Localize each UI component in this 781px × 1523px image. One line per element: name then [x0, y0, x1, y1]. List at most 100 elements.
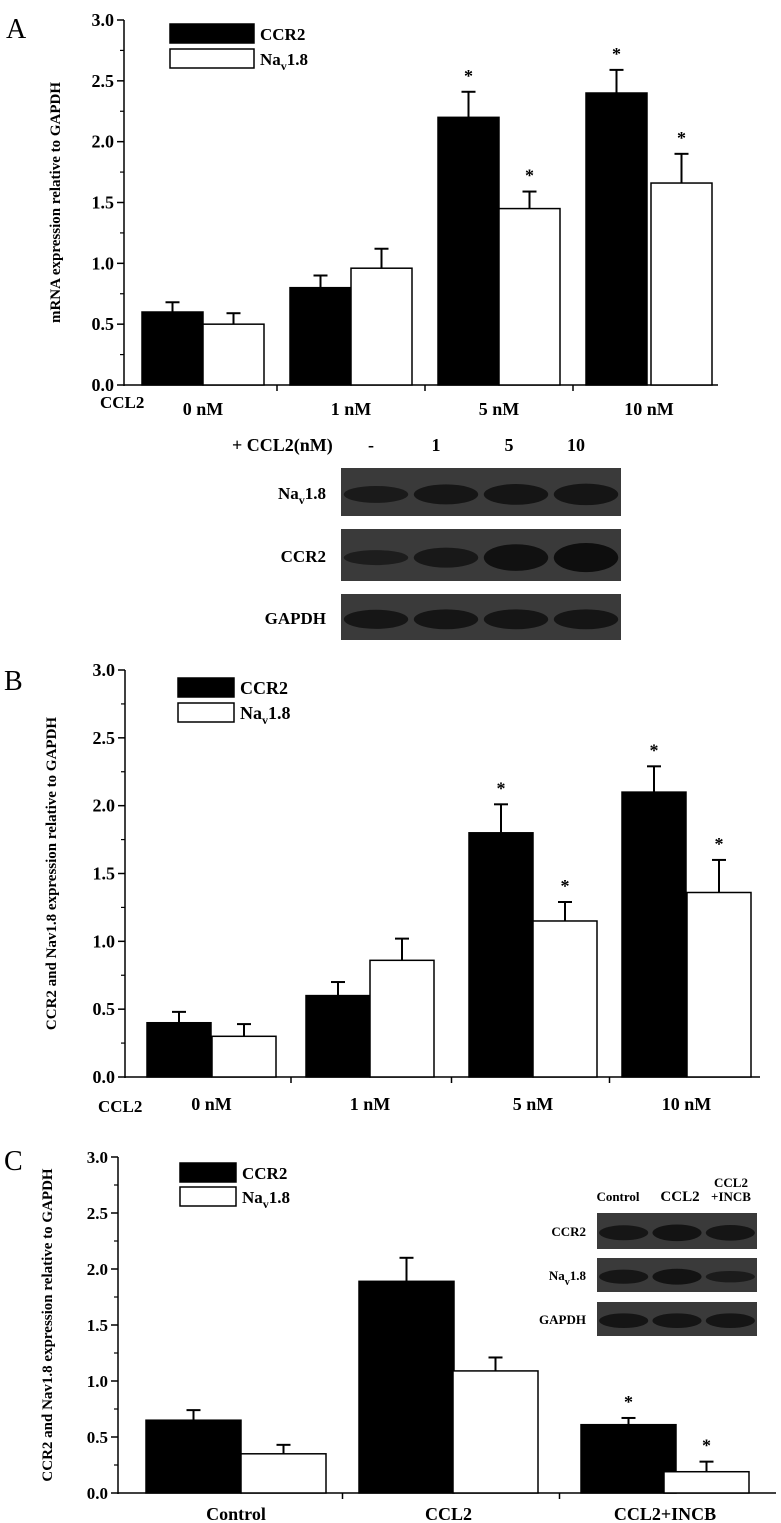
bar-nav18	[350, 267, 413, 386]
y-tick-label: 0.0	[87, 1484, 108, 1503]
blot-a-row-2-band	[413, 609, 479, 630]
panel-b: B 0.0 0.5 1.0 1.5 2.0 2.5 3.0 CCR2 and Nav1.8 ex…	[4, 660, 760, 1116]
blot-lane-label: -	[368, 435, 374, 455]
bar-ccr2	[289, 286, 352, 386]
blot-lane-label: 10	[567, 435, 585, 455]
panel-letter: C	[4, 1146, 23, 1177]
y-tick-label: 0.0	[92, 375, 115, 395]
y-tick-label: 2.5	[92, 71, 115, 91]
bar-ccr2	[437, 116, 500, 386]
blot-lane-label: CCL2 +INCB	[711, 1175, 751, 1204]
legend-swatch-ccr2	[177, 677, 235, 698]
bar-nav18	[663, 1470, 750, 1494]
y-tick-label: 2.5	[93, 728, 116, 748]
bar-nav18	[686, 891, 752, 1078]
blot-row-label: CCR2	[281, 547, 326, 566]
x-category-label: 10 nM	[624, 399, 674, 419]
x-row-label: CCL2	[100, 393, 144, 412]
bar-ccr2	[146, 1021, 212, 1078]
blot-c-row-1-band	[652, 1268, 702, 1285]
x-category-label: 0 nM	[191, 1094, 232, 1114]
blot-c-row-1-band	[705, 1270, 755, 1283]
significance-star: *	[702, 1436, 711, 1456]
y-tick-label: 1.5	[93, 864, 116, 884]
bar-nav18	[498, 207, 561, 386]
legend-swatch-nav18	[179, 1186, 237, 1207]
blot-lane-label: CCL2	[660, 1189, 699, 1205]
x-category-label: 5 nM	[513, 1094, 554, 1114]
blot-lane-label: 5	[505, 435, 514, 455]
x-category-label: 1 nM	[350, 1094, 391, 1114]
legend-label-nav18: Nav1.8	[260, 50, 308, 73]
panel-c: C 0.0 0.5 1.0 1.5 2.0 2.5 3.0 CCR2 and Nav1.8 ex…	[4, 1146, 776, 1523]
y-tick-label: 1.5	[87, 1316, 108, 1335]
y-tick-label: 1.0	[87, 1372, 108, 1391]
y-tick-label: 0.5	[92, 314, 115, 334]
significance-star: *	[624, 1392, 633, 1412]
blot-a-row-1-band	[553, 543, 619, 573]
legend-swatch-ccr2	[169, 23, 255, 44]
blot-c-row-1-band	[599, 1269, 649, 1284]
blot-c-row-2-band	[652, 1313, 702, 1329]
blot-c-row-2-band	[599, 1313, 649, 1329]
y-axis-label: CCR2 and Nav1.8 expression relative to G…	[40, 1168, 56, 1482]
significance-star: *	[677, 128, 686, 148]
y-tick-label: 3.0	[87, 1148, 108, 1167]
significance-star: *	[715, 834, 724, 854]
y-tick-label: 0.0	[93, 1067, 116, 1087]
blot-a-row-0-band	[413, 484, 479, 505]
x-category-label: 0 nM	[183, 399, 224, 419]
bar-ccr2	[468, 832, 534, 1078]
blot-a-row-0-band	[343, 485, 409, 503]
legend-swatch-ccr2	[179, 1162, 237, 1183]
bar-ccr2	[305, 994, 371, 1078]
x-category-label: CCL2	[425, 1504, 472, 1523]
bar-nav18	[202, 323, 265, 386]
bar-nav18	[211, 1035, 277, 1078]
panel-letter: A	[6, 14, 27, 45]
blot-c-row-2-band	[705, 1313, 755, 1329]
significance-star: *	[464, 66, 473, 86]
blot-a-row-0-band	[553, 483, 619, 506]
blot-a-row-2-band	[343, 609, 409, 629]
legend-swatch-nav18	[177, 702, 235, 723]
legend-label-ccr2: CCR2	[242, 1164, 287, 1183]
y-tick-label: 0.5	[87, 1428, 108, 1447]
blot-lane-label: 1	[432, 435, 441, 455]
blot-c-row-0-band	[599, 1225, 649, 1241]
legend-label-nav18: Nav1.8	[240, 703, 291, 727]
significance-star: *	[612, 44, 621, 64]
y-tick-label: 2.0	[87, 1260, 108, 1279]
x-category-label: 10 nM	[662, 1094, 712, 1114]
blot-a-row-1-band	[413, 547, 479, 568]
y-tick-label: 1.0	[92, 253, 115, 273]
x-category-label: CCL2+INCB	[614, 1504, 716, 1523]
panel-a: A 0.0 0.5 1.0 1.5 2.0 2.5 3.0 mRNA expression re…	[6, 10, 718, 640]
bar-nav18	[452, 1370, 539, 1494]
legend-swatch-nav18	[169, 48, 255, 69]
x-category-label: Control	[206, 1504, 266, 1523]
significance-star: *	[525, 166, 534, 186]
blot-row-label: GAPDH	[265, 609, 326, 628]
legend-label-nav18: Nav1.8	[242, 1188, 290, 1211]
bar-ccr2	[585, 92, 648, 386]
legend-label-ccr2: CCR2	[240, 678, 288, 698]
significance-star: *	[650, 740, 659, 760]
blot-header-label: + CCL2(nM)	[232, 435, 333, 456]
blot-a-row-2-band	[483, 609, 549, 630]
y-tick-label: 3.0	[92, 10, 115, 30]
bar-nav18	[240, 1453, 327, 1494]
blot-lane-label: Control	[596, 1189, 639, 1204]
y-tick-label: 3.0	[93, 660, 116, 680]
x-category-label: 5 nM	[479, 399, 520, 419]
y-tick-label: 0.5	[93, 999, 116, 1019]
blot-a-row-1-band	[483, 544, 549, 571]
y-tick-label: 1.0	[93, 931, 116, 951]
bar-nav18	[369, 959, 435, 1078]
bar-nav18	[532, 920, 598, 1078]
blot-row-label: GAPDH	[539, 1312, 586, 1327]
bar-ccr2	[358, 1280, 455, 1494]
x-row-label: CCL2	[98, 1097, 142, 1116]
significance-star: *	[497, 778, 506, 798]
y-tick-label: 2.5	[87, 1204, 108, 1223]
